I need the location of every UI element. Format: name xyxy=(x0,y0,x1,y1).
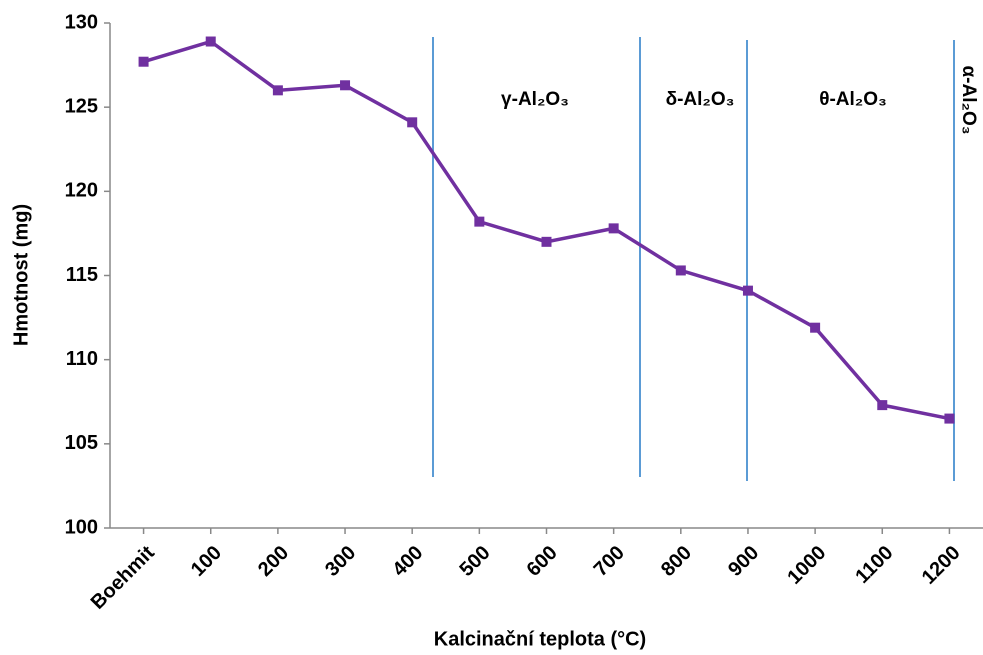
x-tick-label: 500 xyxy=(455,542,494,581)
x-tick-label: 900 xyxy=(724,542,763,581)
x-tick-label: 1200 xyxy=(918,542,965,589)
x-tick-label: 300 xyxy=(321,542,360,581)
y-tick-label: 110 xyxy=(66,348,98,370)
data-point xyxy=(340,80,351,91)
phase-label: θ-Al₂O₃ xyxy=(819,89,887,110)
data-point xyxy=(810,322,821,333)
y-tick-label: 100 xyxy=(65,516,98,538)
phase-label: α-Al₂O₃ xyxy=(958,65,979,134)
data-point xyxy=(138,56,149,67)
data-point xyxy=(407,117,418,128)
data-point xyxy=(474,216,485,227)
x-tick-label: 100 xyxy=(187,542,226,581)
y-tick-label: 115 xyxy=(66,264,98,286)
x-tick-label: 700 xyxy=(590,542,629,581)
y-tick-label: 105 xyxy=(65,432,98,454)
y-tick-label: 130 xyxy=(65,11,98,33)
data-point xyxy=(205,36,216,47)
data-point xyxy=(877,400,888,411)
x-tick-label: 200 xyxy=(254,542,293,581)
phase-label: γ-Al₂O₃ xyxy=(501,89,569,110)
x-axis-label: Kalcinační teplota (°C) xyxy=(434,628,646,650)
phase-lines xyxy=(432,37,955,481)
y-axis-label: Hmotnost (mg) xyxy=(10,204,32,346)
phase-label: δ-Al₂O₃ xyxy=(666,89,735,110)
data-point xyxy=(541,236,552,247)
data-point xyxy=(944,413,955,424)
x-tick-label: 800 xyxy=(657,542,696,581)
x-tick-label: 1100 xyxy=(851,542,897,588)
x-tick-label: Boehmit xyxy=(87,541,159,613)
x-tick-label: 1000 xyxy=(783,542,830,589)
data-point xyxy=(608,223,619,234)
data-point xyxy=(742,285,753,296)
x-tick-label: 400 xyxy=(388,542,427,581)
data-point xyxy=(272,85,283,96)
y-tick-label: 120 xyxy=(65,180,98,202)
y-tick-label: 125 xyxy=(65,95,98,117)
x-tick-label: 600 xyxy=(523,542,562,581)
data-point xyxy=(675,265,686,276)
